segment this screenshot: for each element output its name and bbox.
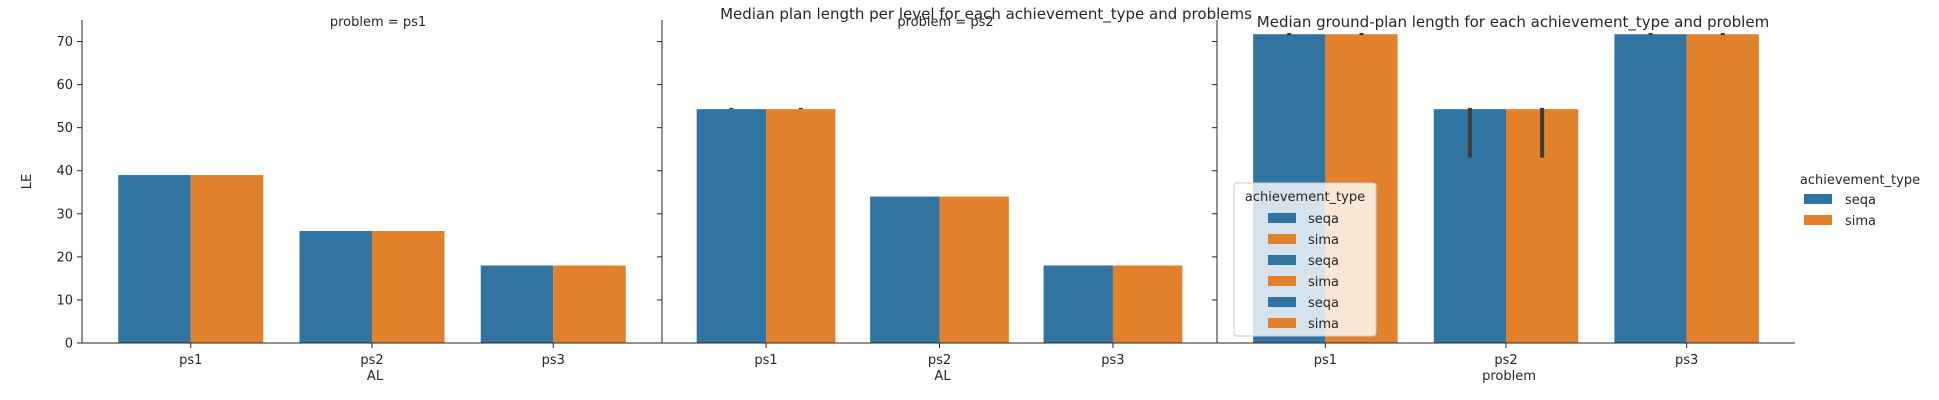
x-axis-label: AL	[934, 369, 951, 384]
legend-swatch-sima	[1268, 276, 1296, 286]
bar-seqa-ps2	[299, 231, 372, 343]
legend-swatch-sima	[1268, 318, 1296, 328]
y-tick-label: 60	[56, 78, 73, 93]
bar-seqa-ps1	[118, 175, 191, 343]
panel-2: problem = ps2 ps1 ps2 ps3 AL	[657, 15, 1217, 384]
y-tick-label: 20	[56, 250, 73, 265]
panel-3: Median ground-plan length for each achie…	[1212, 13, 1795, 384]
legend-entry-sima: sima	[1308, 233, 1339, 248]
x-axis-label: AL	[367, 369, 384, 384]
x-tick-label: ps2	[928, 353, 951, 368]
figure-legend-entry-sima: sima	[1845, 214, 1876, 229]
x-tick-label: ps2	[360, 353, 383, 368]
legend-frame	[1233, 182, 1377, 337]
panel-title: problem = ps2	[897, 15, 993, 30]
bar-seqa-ps2	[870, 196, 940, 343]
y-tick-label: 0	[65, 337, 73, 352]
panel-title: Median ground-plan length for each achie…	[1257, 13, 1769, 32]
bar-sima-ps3	[1686, 34, 1759, 343]
legend-title: achievement_type	[1245, 190, 1365, 205]
x-tick-label: ps2	[1494, 353, 1517, 368]
legend-entry-seqa: seqa	[1308, 254, 1339, 269]
x-tick-label: ps1	[179, 353, 202, 368]
figure-legend-entry-seqa: seqa	[1845, 193, 1876, 208]
x-tick-label: ps1	[754, 353, 777, 368]
bar-sima-ps1	[766, 109, 836, 343]
x-tick-label: ps1	[1314, 353, 1337, 368]
y-axis-label: LE	[20, 174, 35, 189]
bar-seqa-ps1	[696, 109, 767, 343]
bar-seqa-ps3	[1043, 265, 1113, 343]
y-tick-label: 70	[56, 35, 73, 50]
figure-suptitle: Median plan length per level for each ac…	[720, 5, 1252, 24]
legend-swatch-seqa	[1268, 213, 1296, 223]
legend-entry-seqa: seqa	[1308, 212, 1339, 227]
bar-sima-ps3	[1112, 265, 1183, 343]
legend-swatch-seqa	[1268, 255, 1296, 265]
y-tick-label: 30	[56, 207, 73, 222]
panel-1: problem = ps1 ps1 ps2 ps3 0 10 20 30 40 50 60 70 AL L…	[20, 15, 662, 384]
bar-sima-ps2	[939, 196, 1009, 343]
y-tick-label: 10	[56, 293, 73, 308]
x-axis-label: problem	[1482, 369, 1536, 384]
legend-entry-sima: sima	[1308, 275, 1339, 290]
legend-swatch-sima	[1268, 234, 1296, 244]
bar-sima-ps3	[553, 265, 626, 343]
x-tick-label: ps3	[542, 353, 565, 368]
bar-seqa-ps3	[480, 265, 554, 343]
bar-sima-ps1	[190, 175, 264, 343]
y-tick-label: 40	[56, 164, 73, 179]
figure-legend-swatch-seqa	[1804, 194, 1832, 204]
legend-swatch-seqa	[1268, 297, 1296, 307]
panel-title: problem = ps1	[330, 15, 426, 30]
x-tick-label: ps3	[1675, 353, 1698, 368]
bar-sima-ps2	[372, 231, 445, 343]
figure-legend-title: achievement_type	[1800, 173, 1920, 188]
x-tick-label: ps3	[1101, 353, 1124, 368]
legend-entry-sima: sima	[1308, 317, 1339, 332]
bar-seqa-ps3	[1614, 34, 1687, 343]
panels: problem = ps1 ps1 ps2 ps3 0 10 20 30 40 50 60 70 AL L…	[20, 13, 1795, 384]
legend-entry-seqa: seqa	[1308, 296, 1339, 311]
y-tick-label: 50	[56, 121, 73, 136]
figure-legend-swatch-sima	[1804, 215, 1832, 225]
